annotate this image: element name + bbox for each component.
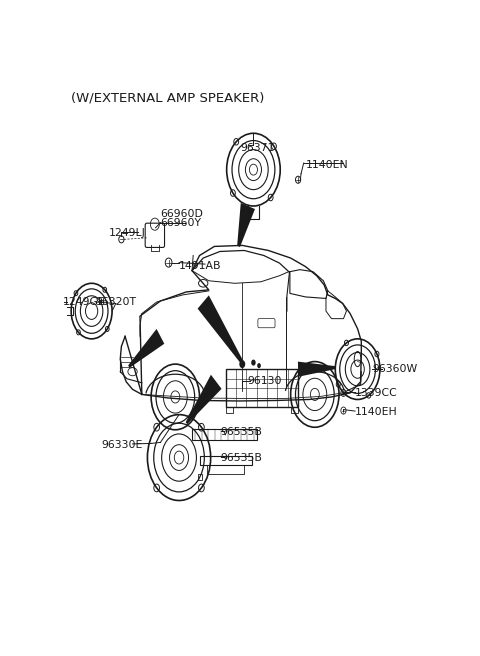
- Polygon shape: [186, 375, 222, 424]
- Circle shape: [240, 360, 245, 368]
- Text: 96371: 96371: [240, 144, 275, 154]
- Text: 96320T: 96320T: [96, 297, 136, 307]
- Text: 1491AB: 1491AB: [179, 260, 222, 271]
- Text: 96360W: 96360W: [372, 364, 418, 374]
- Text: 1339CC: 1339CC: [355, 388, 398, 398]
- Text: 96535B: 96535B: [220, 453, 262, 462]
- Text: (W/EXTERNAL AMP SPEAKER): (W/EXTERNAL AMP SPEAKER): [71, 91, 264, 104]
- Polygon shape: [237, 203, 255, 247]
- Text: 66960Y: 66960Y: [160, 218, 202, 228]
- Text: 96330E: 96330E: [101, 440, 142, 450]
- Polygon shape: [298, 361, 336, 377]
- Text: 1249GE: 1249GE: [63, 297, 106, 307]
- Text: 66960D: 66960D: [160, 209, 204, 219]
- Text: 1140EN: 1140EN: [305, 159, 348, 170]
- Circle shape: [257, 363, 261, 368]
- Circle shape: [251, 359, 256, 365]
- Text: 96535B: 96535B: [220, 427, 262, 438]
- Polygon shape: [128, 329, 164, 368]
- Text: 1249LJ: 1249LJ: [108, 228, 145, 237]
- Text: 96130: 96130: [248, 376, 282, 386]
- Polygon shape: [198, 295, 243, 364]
- Text: 1140EH: 1140EH: [355, 407, 398, 417]
